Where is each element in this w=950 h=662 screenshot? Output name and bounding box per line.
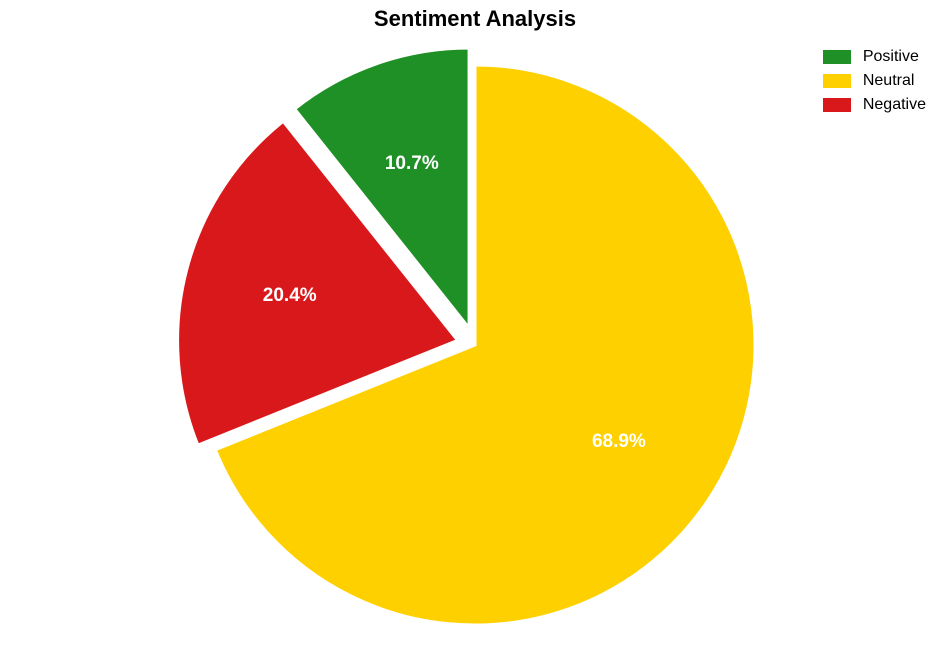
pie-label-negative: 20.4% [263,285,317,306]
legend-swatch-negative [823,98,851,112]
legend-swatch-neutral [823,74,851,88]
legend-swatch-positive [823,50,851,64]
legend-label-positive: Positive [863,48,919,66]
legend-item-negative: Negative [823,96,926,114]
chart-stage: Sentiment Analysis 68.9%20.4%10.7% Posit… [0,0,950,662]
legend-item-positive: Positive [823,48,926,66]
legend: Positive Neutral Negative [823,48,926,120]
pie-label-positive: 10.7% [385,153,439,174]
pie-chart: 68.9% 20.4% 10.7% [0,0,950,662]
legend-label-neutral: Neutral [863,72,915,90]
legend-label-negative: Negative [863,96,926,114]
legend-item-neutral: Neutral [823,72,926,90]
pie-label-neutral: 68.9% [592,431,646,452]
